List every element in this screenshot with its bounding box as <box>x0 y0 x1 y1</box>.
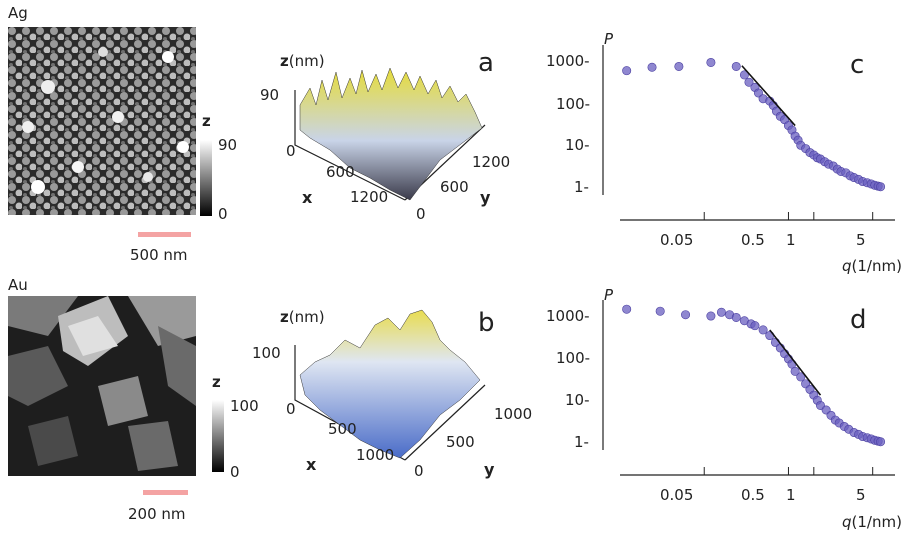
data-point-0 <box>622 66 632 76</box>
data-point-6 <box>744 77 754 87</box>
surface-plot-a <box>294 67 486 201</box>
plot-ylabel-c: P <box>604 30 614 48</box>
fit-line <box>741 65 796 127</box>
colorbar-ag <box>200 140 212 216</box>
z-zero-b: 0 <box>286 400 296 418</box>
y-tick-b-3: 1000 <box>494 405 533 423</box>
colorbar-au <box>212 400 224 472</box>
material-label-au: Au <box>8 276 28 294</box>
panel-letter-d: d <box>850 305 867 335</box>
y-tick-c-1000: 1000- <box>546 52 590 70</box>
data-point-17 <box>790 366 800 376</box>
y-tick-a-2: 600 <box>440 178 469 196</box>
y-tick-d-1000: 1000- <box>546 307 590 325</box>
data-point-37 <box>876 437 886 447</box>
plot-xlabel-d: q(1/nm) <box>842 513 902 531</box>
colorbar-max-au: 100 <box>230 397 259 415</box>
x-axis-label-b: x <box>306 455 317 474</box>
x-axis-label-a: x <box>302 188 313 207</box>
y-tick-d-10: 10- <box>565 391 590 409</box>
y-axis-label-b: y <box>484 460 495 479</box>
material-label-ag: Ag <box>8 4 28 22</box>
colorbar-max-ag: 90 <box>218 136 238 154</box>
x-tick-c-1: 1 <box>786 231 796 249</box>
y-tick-c-10: 10- <box>565 136 590 154</box>
x-tick-b-1: 500 <box>328 420 357 438</box>
data-point-5 <box>739 70 749 80</box>
x-tick-d-5: 5 <box>856 486 866 504</box>
y-tick-b-2: 500 <box>446 433 475 451</box>
surface-plot-b <box>294 309 486 461</box>
plot-xlabel-c: q(1/nm) <box>842 257 902 275</box>
y-tick-d-1: 1- <box>574 433 589 451</box>
scale-bar-ag <box>138 232 191 237</box>
scale-bar-au <box>143 490 188 495</box>
data-point-39 <box>876 182 886 192</box>
colorbar-label-ag: z <box>202 112 211 130</box>
panel-letter-a: a <box>478 48 494 78</box>
y-tick-c-1: 1- <box>574 178 589 196</box>
x-tick-c-5: 5 <box>856 231 866 249</box>
scatter-plot-c <box>602 45 895 221</box>
data-point-1 <box>655 306 665 316</box>
data-point-6 <box>731 312 741 322</box>
y-tick-d-100: 100- <box>556 349 591 367</box>
data-point-10 <box>758 325 768 335</box>
colorbar-min-au: 0 <box>230 463 240 481</box>
y-axis-label-a: y <box>480 188 491 207</box>
data-point-1 <box>647 62 657 72</box>
x-tick-d-0.05: 0.05 <box>660 486 694 504</box>
data-point-4 <box>731 61 741 71</box>
z-zero-a: 0 <box>286 142 296 160</box>
y-tick-a-1: 0 <box>416 205 426 223</box>
z-tick-a: 90 <box>260 86 280 104</box>
data-point-4 <box>716 307 726 317</box>
y-tick-a-3: 1200 <box>472 153 511 171</box>
y-tick-c-100: 100- <box>556 95 591 113</box>
x-tick-b-2: 1000 <box>356 446 395 464</box>
data-point-2 <box>681 310 691 320</box>
scatter-plot-d <box>602 300 895 476</box>
z-tick-b: 100 <box>252 344 281 362</box>
data-point-9 <box>750 321 760 331</box>
colorbar-min-ag: 0 <box>218 205 228 223</box>
x-tick-c-0.05: 0.05 <box>660 231 694 249</box>
fit-line <box>769 329 822 396</box>
data-point-3 <box>706 57 716 67</box>
x-tick-d-0.5: 0.5 <box>741 486 765 504</box>
z-axis-label-a: z(nm) <box>280 52 325 70</box>
scale-bar-label-au: 200 nm <box>128 505 186 523</box>
panel-letter-b: b <box>478 308 495 338</box>
afm-image-au <box>8 296 196 476</box>
data-point-2 <box>674 61 684 71</box>
x-tick-d-1: 1 <box>786 486 796 504</box>
data-point-0 <box>622 304 632 314</box>
z-axis-label-b: z(nm) <box>280 308 325 326</box>
x-tick-a-2: 1200 <box>350 188 389 206</box>
x-tick-a-1: 600 <box>326 163 355 181</box>
y-tick-b-1: 0 <box>414 462 424 480</box>
data-point-18 <box>796 372 806 382</box>
panel-letter-c: c <box>850 50 865 80</box>
afm-image-ag <box>8 27 196 215</box>
scale-bar-label-ag: 500 nm <box>130 246 188 264</box>
x-tick-c-0.5: 0.5 <box>741 231 765 249</box>
colorbar-label-au: z <box>212 373 221 391</box>
data-point-3 <box>706 311 716 321</box>
plot-ylabel-d: P <box>604 286 614 304</box>
